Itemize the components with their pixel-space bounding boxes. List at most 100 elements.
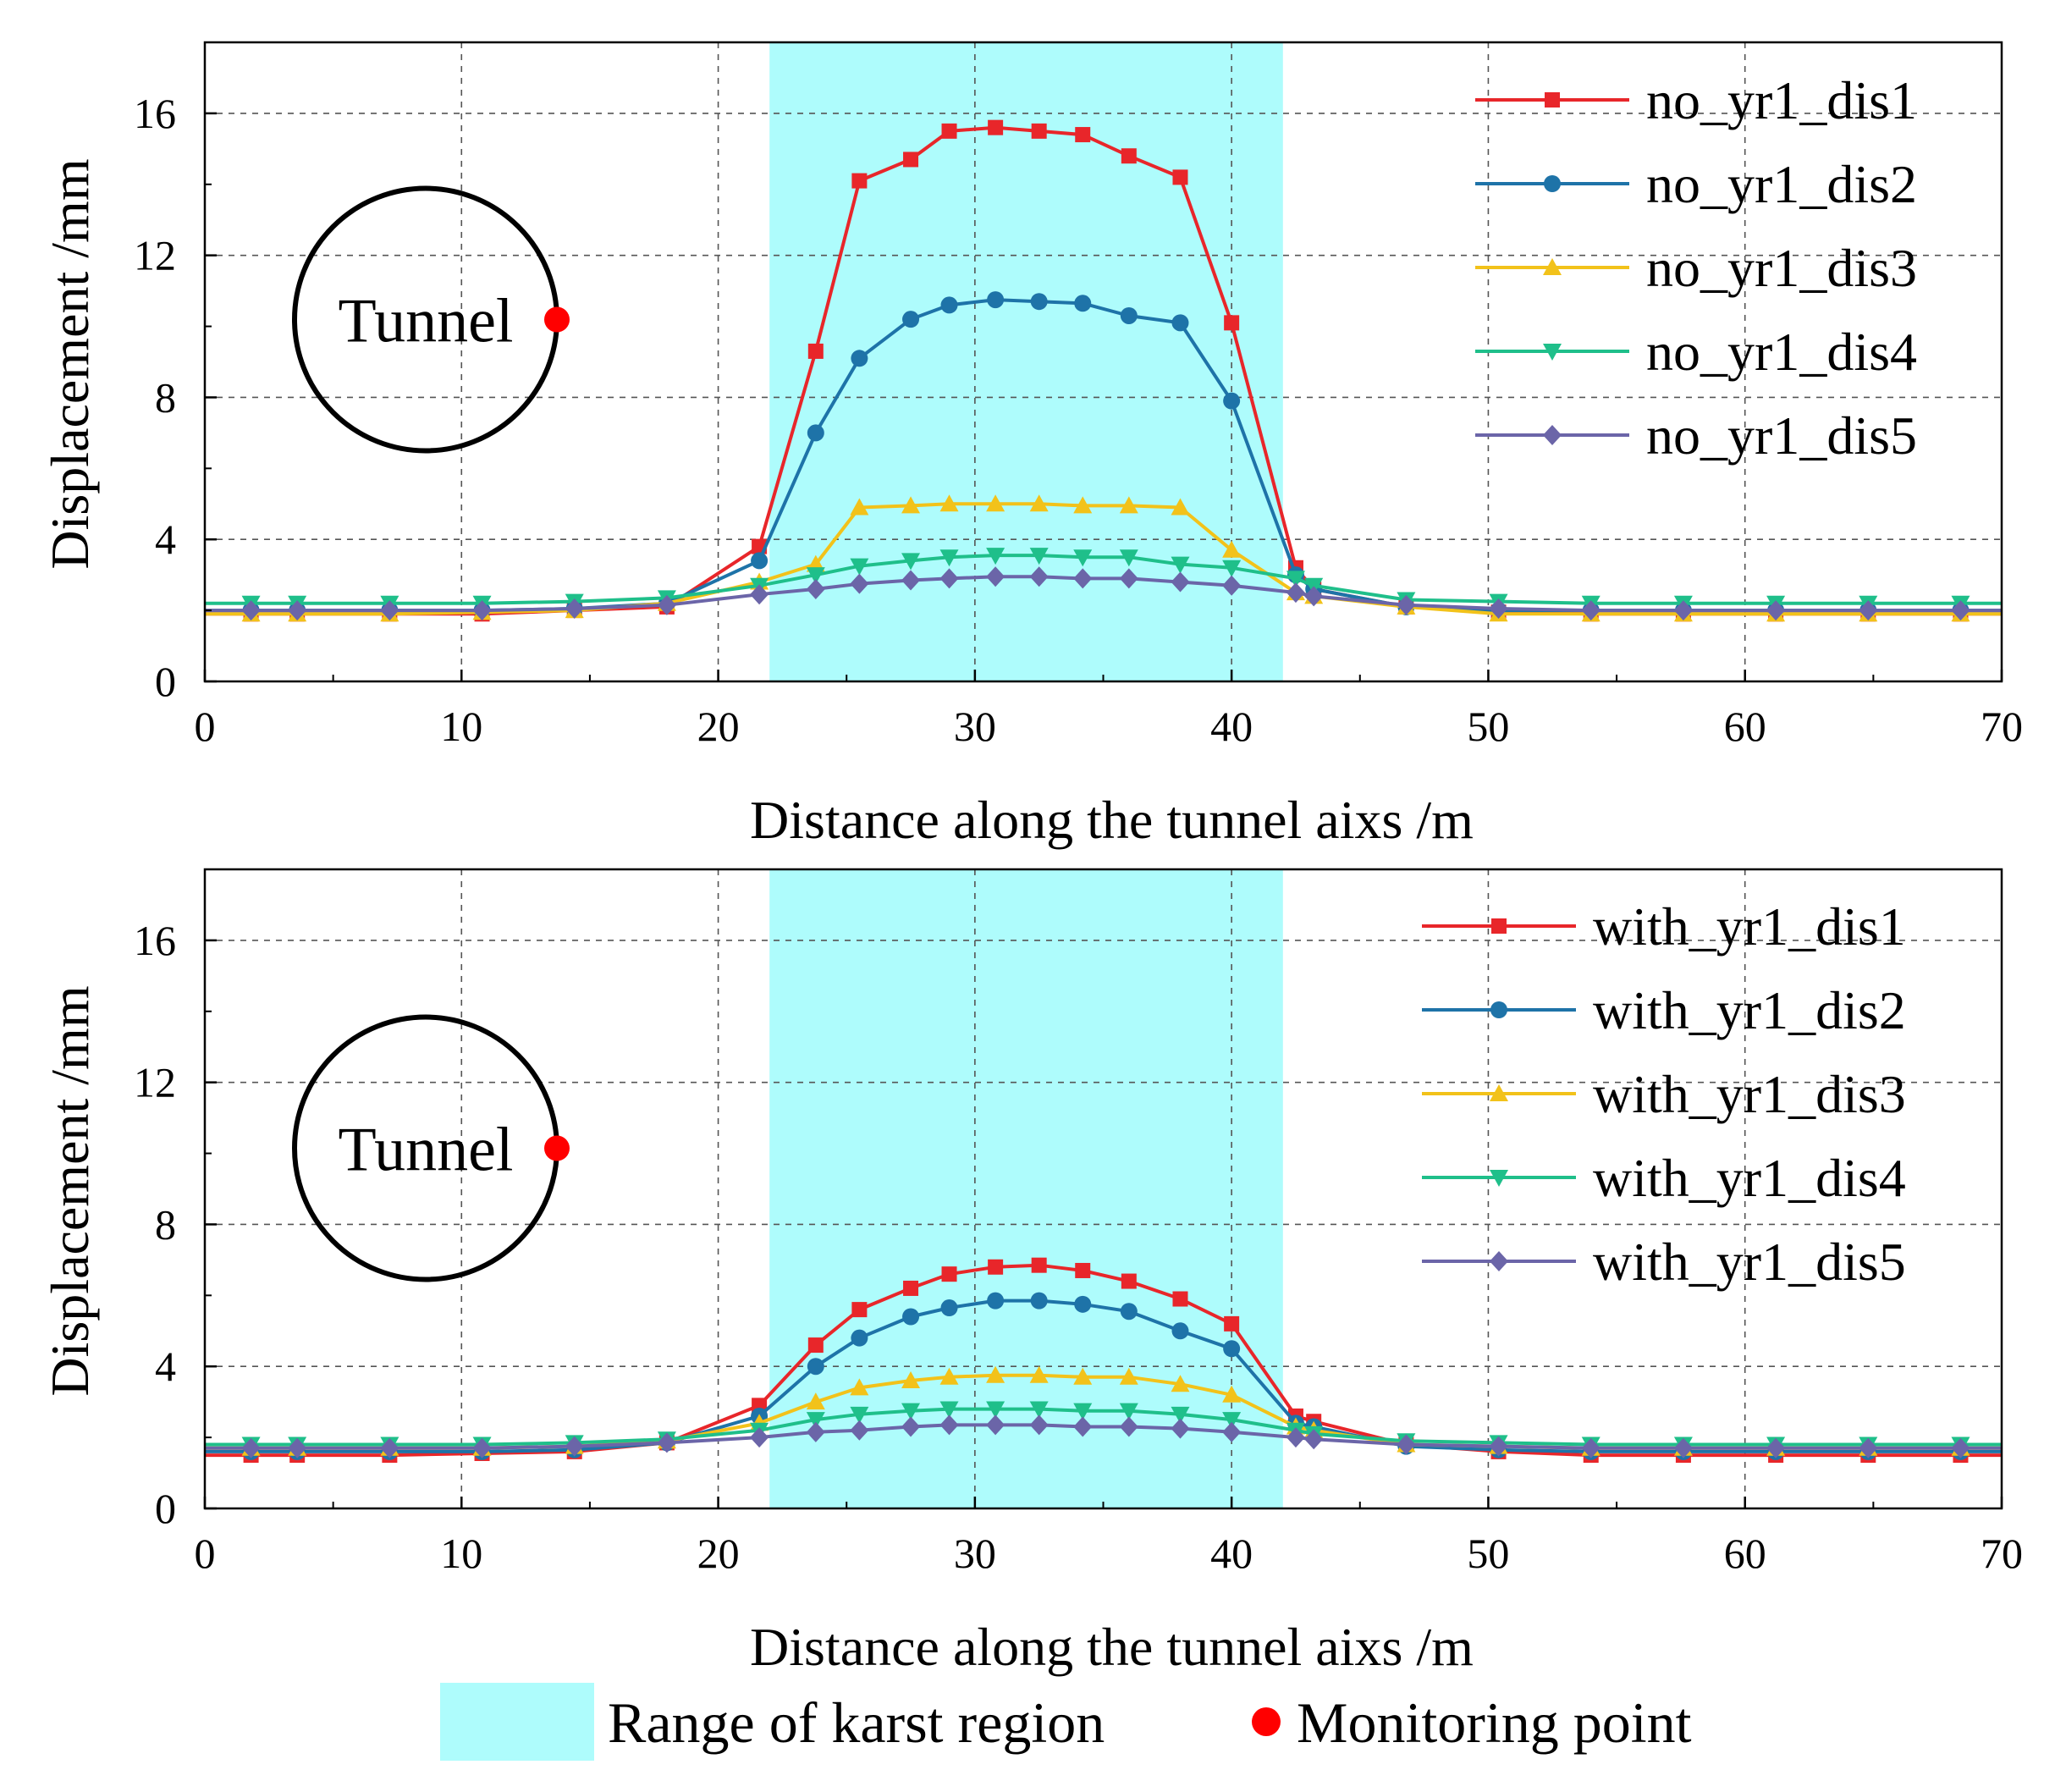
data-point-with_yr1_dis2 [807,1358,824,1376]
data-point-with_yr1_dis1 [1224,1315,1240,1332]
data-point-with_yr1_dis5 [1029,1414,1049,1436]
bottom-chart-panel: 0 10 20 30 40 50 60 70 0 4 8 12 16 Distance along the… [40,868,2023,1677]
series-line-with_yr1_dis2 [205,1299,2002,1453]
data-point-no_yr1_dis1 [851,173,868,189]
data-point-with_yr1_dis2 [987,1292,1005,1310]
legend-marker-with_yr1_dis2 [1490,1001,1507,1018]
data-point-no_yr1_dis4 [1171,556,1190,574]
legend-label: with_yr1_dis4 [1593,1148,1906,1208]
x-tick-label: 70 [1981,1530,2023,1577]
data-point-no_yr1_dis5 [241,600,261,621]
data-point-no_yr1_dis2 [1074,295,1092,312]
data-point-with_yr1_dis5 [806,1421,825,1442]
monitoring-point-marker [544,1135,570,1161]
data-point-no_yr1_dis3 [1029,494,1049,512]
data-point-no_yr1_dis1 [988,119,1004,135]
data-point-no_yr1_dis5 [1397,594,1416,615]
data-point-with_yr1_dis1 [903,1280,919,1296]
x-tick-label: 50 [1467,703,1509,750]
karst-region-band [769,869,1283,1508]
data-point-with_yr1_dis2 [851,1329,868,1347]
y-axis-label: Displacement /mm [40,985,100,1396]
data-point-with_yr1_dis4 [850,1406,869,1424]
data-point-with_yr1_dis4 [986,1401,1005,1419]
data-point-with_yr1_dis4 [1171,1406,1190,1424]
data-point-no_yr1_dis5 [806,578,825,599]
y-tick-label: 4 [155,516,176,563]
data-point-with_yr1_dis1 [988,1259,1004,1275]
data-point-with_yr1_dis2 [1171,1322,1189,1340]
data-point-no_yr1_dis5 [472,600,492,621]
data-point-with_yr1_dis3 [1222,1385,1242,1403]
data-point-with_yr1_dis5 [1222,1421,1242,1442]
x-tick-label: 10 [440,703,482,750]
data-point-no_yr1_dis4 [1286,571,1305,588]
x-tick-label: 60 [1724,1530,1766,1577]
data-point-with_yr1_dis5 [1581,1437,1600,1458]
data-point-no_yr1_dis5 [1073,568,1093,589]
y-tick-label: 4 [155,1343,176,1390]
top-chart-panel: 0 10 20 30 40 50 60 70 0 4 8 12 16 Distance along the… [40,41,2023,850]
data-point-no_yr1_dis1 [903,152,919,168]
data-point-with_yr1_dis3 [1073,1367,1093,1385]
x-tick-label: 40 [1210,1530,1253,1577]
legend-label: with_yr1_dis5 [1593,1232,1906,1292]
data-point-with_yr1_dis5 [1951,1437,1970,1458]
data-point-no_yr1_dis2 [987,291,1005,309]
legend-marker-with_yr1_dis1 [1491,918,1507,934]
data-point-no_yr1_dis1 [1224,315,1240,331]
series-line-no_yr1_dis5 [205,575,2002,613]
data-point-no_yr1_dis5 [750,584,769,605]
data-point-with_yr1_dis5 [380,1437,399,1458]
data-point-with_yr1_dis2 [1223,1340,1241,1358]
data-point-no_yr1_dis3 [939,494,959,512]
y-axis-label: Displacement /mm [40,158,100,569]
data-point-with_yr1_dis5 [1073,1416,1093,1437]
data-point-no_yr1_dis4 [901,553,921,571]
data-point-with_yr1_dis5 [472,1437,492,1458]
series-line-with_yr1_dis5 [205,1423,2002,1450]
data-point-with_yr1_dis3 [939,1367,959,1385]
data-point-with_yr1_dis5 [565,1436,584,1457]
data-point-with_yr1_dis5 [1859,1437,1878,1458]
figure-legend: Range of karst region Monitoring point [440,1683,1692,1761]
data-point-with_yr1_dis4 [939,1401,959,1419]
data-point-with_yr1_dis5 [750,1427,769,1448]
data-point-with_yr1_dis5 [901,1416,921,1437]
data-point-no_yr1_dis4 [1073,549,1093,567]
data-point-with_yr1_dis1 [807,1337,824,1354]
y-tick-label: 16 [134,917,176,964]
data-point-no_yr1_dis4 [939,549,959,567]
data-point-no_yr1_dis2 [751,552,769,570]
data-point-with_yr1_dis3 [986,1365,1005,1383]
data-point-no_yr1_dis5 [1951,600,1970,621]
series-line-no_yr1_dis4 [205,554,2002,605]
data-point-no_yr1_dis5 [380,600,399,621]
data-point-no_yr1_dis5 [1171,571,1190,593]
data-point-no_yr1_dis1 [807,343,824,359]
tunnel-label: Tunnel [338,1116,513,1185]
x-tick-label: 70 [1981,703,2023,750]
x-tick-label: 20 [697,1530,740,1577]
x-tick-label: 30 [954,1530,996,1577]
data-point-no_yr1_dis2 [1030,293,1048,311]
data-point-with_yr1_dis5 [288,1437,307,1458]
x-tick-label: 60 [1724,703,1766,750]
y-tick-label: 0 [155,1485,176,1532]
data-point-with_yr1_dis1 [1172,1291,1188,1307]
data-point-no_yr1_dis5 [1119,568,1138,589]
data-point-with_yr1_dis5 [657,1432,676,1453]
legend-marker-with_yr1_dis3 [1490,1084,1508,1101]
data-point-with_yr1_dis2 [1120,1303,1138,1321]
y-tick-label: 8 [155,373,176,421]
legend-label: no_yr1_dis4 [1646,322,1917,382]
monitoring-point-marker [544,306,570,333]
series-line-with_yr1_dis4 [205,1407,2002,1447]
data-point-with_yr1_dis3 [806,1392,825,1410]
karst-region-label: Range of karst region [608,1690,1105,1755]
x-tick-label: 0 [195,1530,216,1577]
legend-label: no_yr1_dis2 [1646,154,1917,214]
legend-label: no_yr1_dis3 [1646,238,1917,298]
data-point-no_yr1_dis4 [850,558,869,576]
y-tick-label: 12 [134,232,176,279]
